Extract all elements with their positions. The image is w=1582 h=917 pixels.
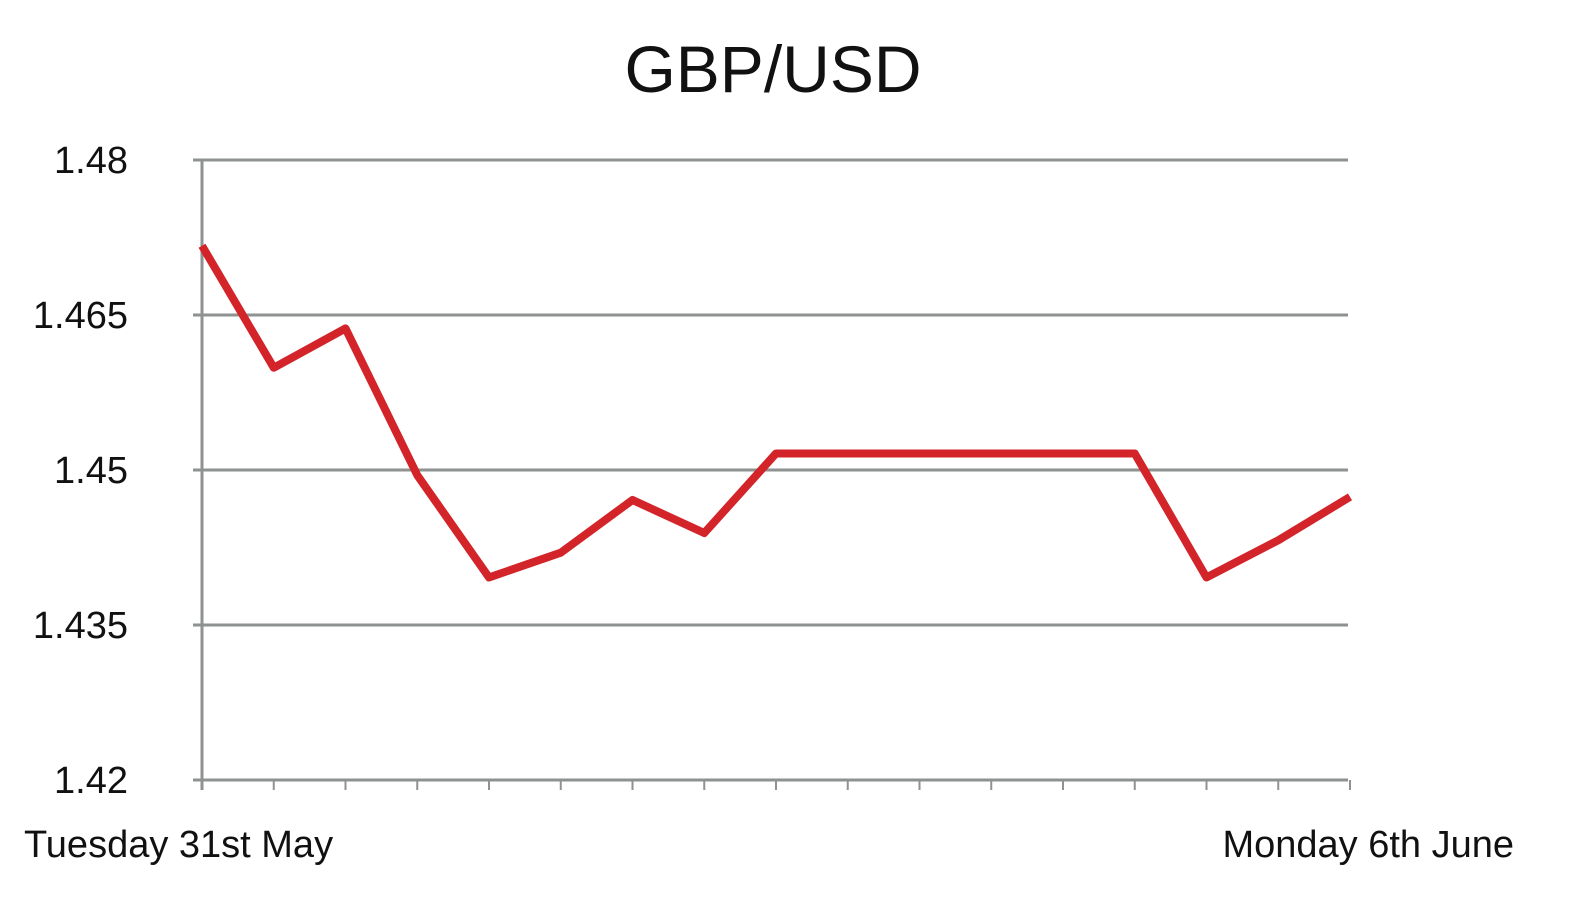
series-line (198, 243, 1353, 582)
x-tick-label-end: Monday 6th June (1222, 824, 1514, 866)
y-tick-label: 1.45 (54, 450, 128, 492)
y-tick-label: 1.465 (33, 295, 128, 337)
y-tick-label: 1.42 (54, 760, 128, 802)
y-tick-label: 1.48 (54, 140, 128, 182)
chart-title: GBP/USD (624, 32, 921, 106)
x-tick-label-start: Tuesday 31st May (24, 824, 333, 866)
y-tick-label: 1.435 (33, 605, 128, 647)
